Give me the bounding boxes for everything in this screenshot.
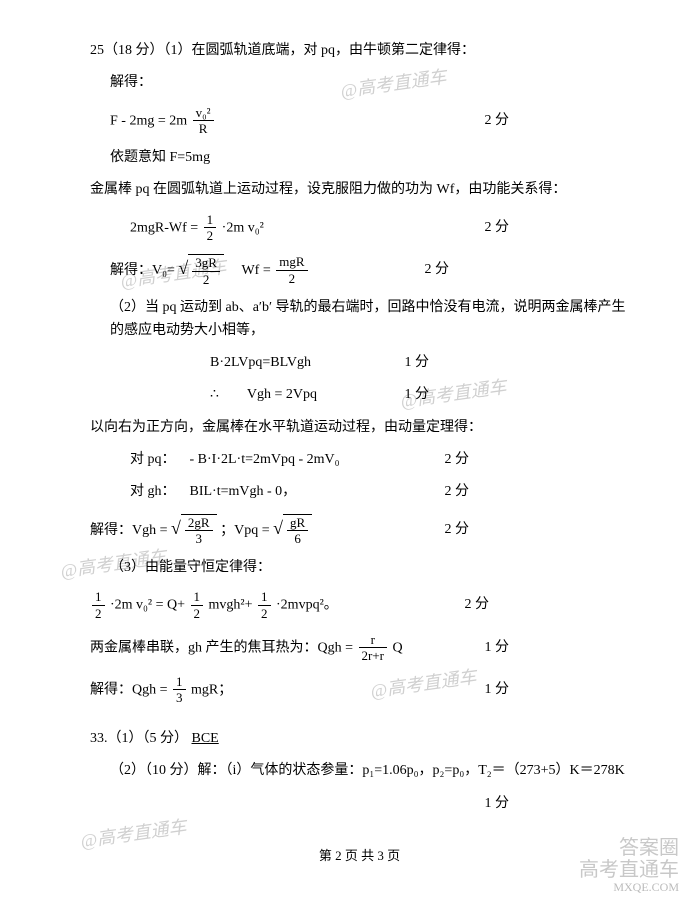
equation-11: 解得：Qgh = 13 mgR； 1 分 bbox=[90, 674, 629, 706]
eq-text: 解得：Vgh = bbox=[90, 523, 168, 538]
eq-text: 解得：V₀= bbox=[110, 263, 175, 278]
eq-text: ·2m v₀² = Q+ bbox=[110, 598, 185, 613]
equation-4: B·2LVpq=BLVgh 1 分 bbox=[90, 352, 629, 374]
score: 2 分 bbox=[445, 481, 630, 503]
eq-text: 两金属棒串联，gh 产生的焦耳热为：Qgh = bbox=[90, 640, 353, 655]
document-page: @高考直通车 @高考直通车 @高考直通车 @高考直通车 @高考直通车 @高考直通… bbox=[0, 0, 689, 904]
eq-text: BIL·t=mVgh - 0， bbox=[190, 484, 297, 499]
page-footer: 第 2 页 共 3 页 bbox=[90, 845, 629, 864]
eq-text: Wf = bbox=[227, 263, 270, 278]
fraction: v₀² R bbox=[193, 105, 214, 137]
score: 2 分 bbox=[445, 519, 630, 541]
eq-label: 对 pq： bbox=[130, 452, 176, 467]
corner-wm-3: MXQE.COM bbox=[579, 881, 679, 894]
text-given: 依题意知 F=5mg bbox=[90, 147, 629, 169]
score: 2 分 bbox=[485, 110, 630, 132]
eq-text: F - 2mg = 2m bbox=[110, 113, 187, 128]
paragraph: 金属棒 pq 在圆弧轨道上运动过程，设克服阻力做的功为 Wf，由功能关系得： bbox=[90, 179, 629, 201]
eq-text: B·2LVpq=BLVgh bbox=[210, 352, 311, 374]
equation-10: 两金属棒串联，gh 产生的焦耳热为：Qgh = r2r+r Q 1 分 bbox=[90, 632, 629, 664]
score: 2 分 bbox=[445, 449, 630, 471]
sqrt: 3gR2 bbox=[178, 254, 224, 287]
eq-text: mvgh²+ bbox=[209, 598, 253, 613]
eq-text: - B·I·2L·t=2mVpq - 2mV₀ bbox=[190, 452, 340, 467]
score: 2 分 bbox=[465, 594, 630, 616]
q33-header: 33.（1）（5 分） bbox=[90, 731, 188, 746]
score: 1 分 bbox=[405, 352, 630, 374]
equation-6: 对 pq： - B·I·2L·t=2mVpq - 2mV₀ 2 分 bbox=[90, 449, 629, 471]
fraction: 12 bbox=[92, 589, 105, 621]
eq-text: ·2m v₀² bbox=[222, 220, 264, 235]
eq-label: 对 gh： bbox=[130, 484, 176, 499]
score: 1 分 bbox=[90, 793, 629, 815]
score: 1 分 bbox=[485, 637, 630, 659]
equation-5: ∴ Vgh = 2Vpq 1 分 bbox=[90, 384, 629, 406]
eq-text: Q bbox=[393, 640, 403, 655]
fraction: 13 bbox=[173, 674, 186, 706]
q25-header: 25（18 分）（1）在圆弧轨道底端，对 pq，由牛顿第二定律得： bbox=[90, 40, 629, 62]
equation-2: 2mgR-Wf = 1 2 ·2m v₀² 2 分 bbox=[90, 212, 629, 244]
fraction: 12 bbox=[191, 589, 204, 621]
q33-answer: BCE bbox=[192, 731, 219, 746]
score: 2 分 bbox=[485, 217, 630, 239]
q33-part2: （2）（10 分）解：（i）气体的状态参量：p₁=1.06p₀，p₂=p₀，T₂… bbox=[90, 760, 629, 782]
eq-text: ；Vpq = bbox=[220, 523, 270, 538]
score: 1 分 bbox=[485, 679, 630, 701]
corner-watermark: 答案圈 高考直通车 MXQE.COM bbox=[579, 837, 679, 894]
paragraph-part3: （3）由能量守恒定律得： bbox=[90, 557, 629, 579]
text-solve: 解得： bbox=[90, 72, 629, 94]
eq-text: 解得：Qgh = bbox=[90, 682, 168, 697]
score: 2 分 bbox=[425, 259, 630, 281]
fraction: r2r+r bbox=[359, 632, 388, 664]
fraction: mgR 2 bbox=[276, 254, 307, 286]
paragraph: 以向右为正方向，金属棒在水平轨道运动过程，由动量定理得： bbox=[90, 417, 629, 439]
fraction: 1 2 bbox=[204, 212, 217, 244]
eq-text: ∴ Vgh = 2Vpq bbox=[210, 384, 317, 406]
eq-text: mgR； bbox=[191, 682, 232, 697]
fraction: 12 bbox=[258, 589, 271, 621]
sqrt: 2gR3 bbox=[171, 514, 217, 547]
equation-1: F - 2mg = 2m v₀² R 2 分 bbox=[90, 105, 629, 137]
equation-8: 解得：Vgh = 2gR3 ；Vpq = gR6 2 分 bbox=[90, 514, 629, 547]
equation-7: 对 gh： BIL·t=mVgh - 0， 2 分 bbox=[90, 481, 629, 503]
corner-wm-1: 答案圈 bbox=[579, 837, 679, 859]
corner-wm-2: 高考直通车 bbox=[579, 859, 679, 881]
equation-9: 12 ·2m v₀² = Q+ 12 mvgh²+ 12 ·2mvpq²。 2 … bbox=[90, 589, 629, 621]
equation-3: 解得：V₀= 3gR2 Wf = mgR 2 2 分 bbox=[90, 254, 629, 287]
score: 1 分 bbox=[405, 384, 630, 406]
paragraph-part2: （2）当 pq 运动到 ab、a′b′ 导轨的最右端时，回路中恰没有电流，说明两… bbox=[90, 297, 629, 342]
sqrt: gR6 bbox=[273, 514, 312, 547]
q33-header-line: 33.（1）（5 分） BCE bbox=[90, 728, 629, 750]
eq-text: 2mgR-Wf = bbox=[130, 220, 198, 235]
eq-text: ·2mvpq²。 bbox=[276, 598, 338, 613]
